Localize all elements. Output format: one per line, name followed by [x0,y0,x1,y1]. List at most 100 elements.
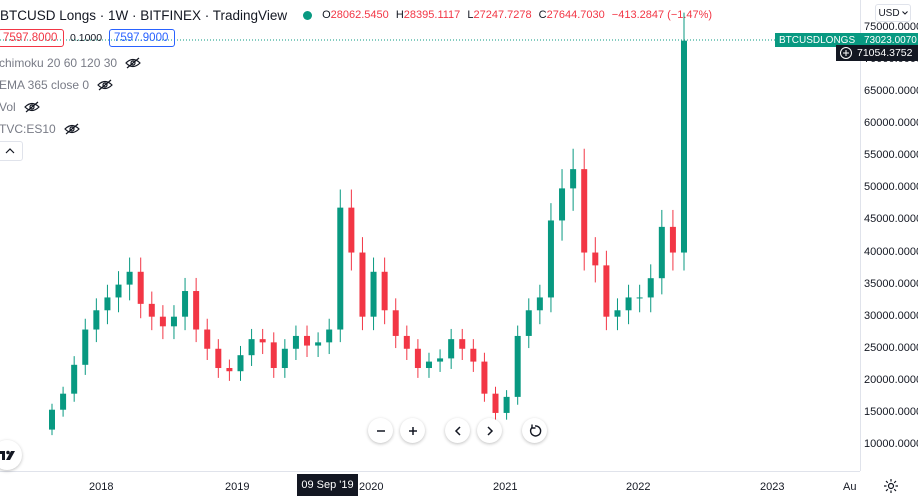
ohlc-high-key: H [395,9,404,21]
candle-body [403,335,410,349]
time-tick: 2021 [493,481,518,493]
scroll-right-button[interactable] [477,418,502,443]
price-tick: 35000.0000 [864,277,918,290]
zoom-out-button[interactable] [368,418,393,443]
price-axis[interactable] [860,0,918,471]
currency-selector[interactable]: USD [875,4,911,22]
candle-body [337,207,344,330]
price-tick: 75000.0000 [864,21,918,33]
chart-settings-button[interactable] [880,475,902,497]
price-tick: 15000.0000 [864,405,918,418]
crosshair-date-label: 09 Sep '19 [297,474,358,496]
candle-body [647,278,654,298]
minus-icon [376,429,385,432]
indicator-label: TVC:ES10 [0,122,56,136]
time-tick: 2018 [89,481,114,493]
ohlc-close-key: C [538,9,547,21]
candle-body [270,342,277,369]
indicator-row-ema[interactable]: EMA 365 close 0 [0,76,113,94]
ohlc-close-value: 27644.7030 [546,9,605,21]
candle-body [359,252,366,317]
candle-body [248,339,255,356]
candle-body [71,364,78,394]
candle-body [326,329,333,343]
ohlc-change-value: −413.2847 (−1.47%) [611,9,713,21]
hidden-eye-icon[interactable] [63,123,80,135]
plus-icon [408,426,417,435]
plus-circle-icon[interactable] [839,46,853,60]
crosshair-date-value: 09 Sep '19 [301,479,354,491]
crosshair-price-value: 71054.3752 [857,47,913,59]
market-status-dot-icon [303,10,313,20]
candle-body [237,355,244,372]
indicator-label: EMA 365 close 0 [0,78,90,92]
price-tick: 45000.0000 [864,213,918,226]
candle-body [159,316,166,327]
sell-button[interactable]: 7597.8000 [0,29,64,47]
price-tick: 10000.0000 [864,438,918,450]
reset-chart-button[interactable] [522,418,547,443]
price-chart[interactable] [0,0,860,471]
candle-body [49,409,55,430]
candle-body [304,335,311,346]
indicator-row-volume[interactable]: Vol [0,98,40,116]
symbol-title[interactable]: BTCUSD Longs · 1W · BITFINEX · TradingVi… [0,7,288,23]
candle-body [603,265,610,317]
candle-body [592,252,599,266]
hidden-eye-icon[interactable] [125,57,141,69]
chart-legend: BTCUSD Longs · 1W · BITFINEX · TradingVi… [0,0,860,150]
ohlc-open-value: 28062.5450 [330,9,389,21]
tradingview-logo[interactable] [0,440,22,470]
candle-body [514,335,521,397]
price-tick: 30000.0000 [864,309,918,322]
spread-value: 0.1000 [70,32,103,44]
time-tick: 2022 [626,481,651,493]
candle-body [292,335,299,349]
candle-body [170,316,177,327]
time-axis[interactable] [0,471,860,500]
candle-body [658,226,665,279]
candle-body [636,297,643,299]
candle-body [392,310,399,336]
candle-body [182,291,189,317]
price-tick: 55000.0000 [864,149,918,162]
candle-body [525,310,532,336]
zoom-in-button[interactable] [400,418,425,443]
collapse-legend-button[interactable] [0,141,23,161]
candle-body [570,169,577,189]
hidden-eye-icon[interactable] [23,101,40,113]
candle-body [470,348,477,362]
candle-body [104,297,111,311]
buy-button[interactable]: 7597.9000 [109,29,175,47]
candle-body [459,339,466,349]
ohlc-low-key: L [467,9,474,21]
price-tick: 20000.0000 [864,373,918,386]
price-tick: 50000.0000 [864,181,918,194]
candle-body [381,271,388,311]
candle-body [547,220,554,298]
candle-body [115,284,122,298]
ohlc-open-key: O [322,9,331,21]
tradingview-logo-icon [0,450,15,460]
indicator-label: Vol [0,100,16,114]
time-tick: Au [843,481,857,493]
price-tick: 25000.0000 [864,341,918,354]
time-tick: 2020 [359,481,384,493]
ohlc-low-value: 27247.7278 [473,9,532,21]
buy-price: 7597.9000 [114,32,169,44]
chevron-down-icon [901,11,908,15]
time-tick: 2023 [760,481,785,493]
gear-icon [884,479,898,493]
last-price-value: 73023.0070 [864,34,917,46]
candle-body [370,271,377,317]
indicator-row-ichimoku[interactable]: chimoku 20 60 120 30 [0,54,141,72]
candle-body [559,188,566,221]
candle-body [425,361,432,369]
chevron-up-icon [5,148,14,154]
indicator-row-es10[interactable]: TVC:ES10 [0,120,80,138]
hidden-eye-icon[interactable] [97,79,113,91]
candle-body [669,226,676,253]
candle-body [681,40,687,253]
candle-body [281,348,288,369]
scroll-left-button[interactable] [445,418,470,443]
